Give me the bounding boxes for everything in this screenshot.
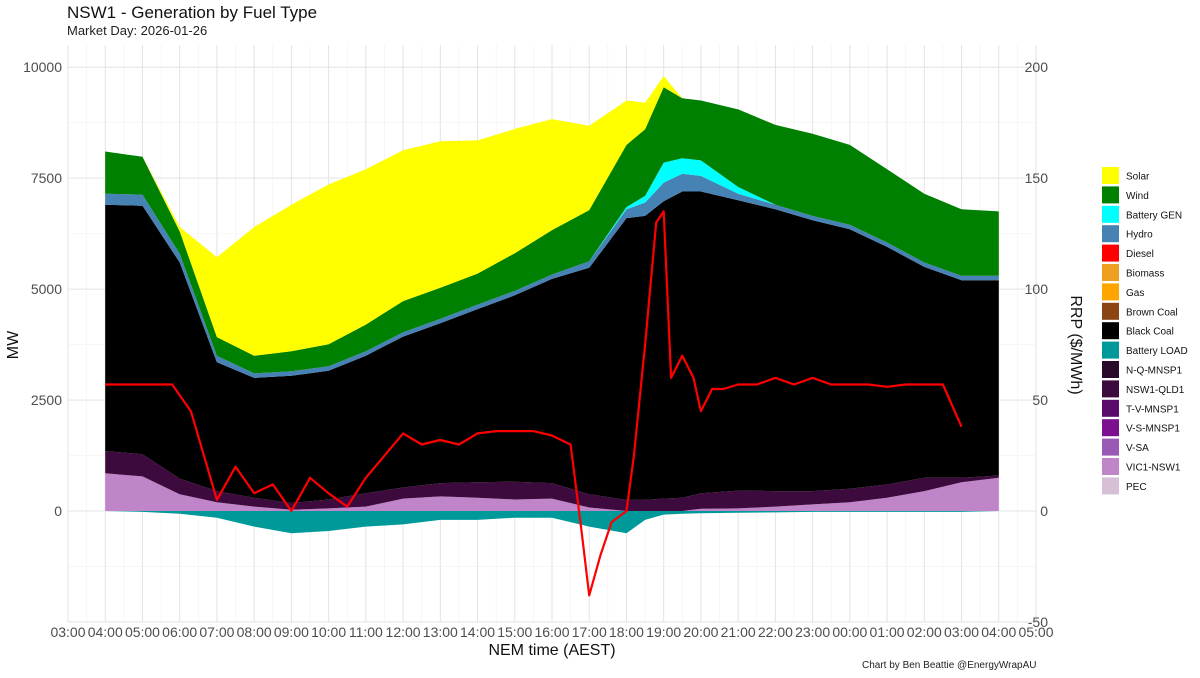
legend-label: N-Q-MNSP1: [1126, 366, 1183, 377]
x-tick-label: 22:00: [758, 624, 793, 640]
legend-swatch: [1102, 361, 1119, 378]
legend-label: Brown Coal: [1126, 307, 1178, 318]
rrp-line-group: [105, 210, 963, 597]
area-solar: [105, 76, 999, 356]
y2-tick-label: 50: [1032, 392, 1048, 408]
x-tick-label: 18:00: [609, 624, 644, 640]
legend-label: PEC: [1126, 482, 1147, 493]
legend-label: Hydro: [1126, 230, 1153, 241]
x-tick-labels: 03:00 04:00 05:00 06:00 07:00 08:00 09:00 10:00…: [50, 624, 1053, 640]
x-tick-label: 13:00: [423, 624, 458, 640]
legend-label: Biomass: [1126, 269, 1164, 280]
y2-tick-label: 150: [1025, 170, 1049, 186]
y2-axis-title: RRP ($/MWh): [1067, 295, 1084, 394]
legend-swatch: [1102, 322, 1119, 340]
x-tick-label: 11:00: [349, 624, 383, 640]
x-axis-title: NEM time (AEST): [488, 642, 615, 659]
legend-label: Wind: [1126, 191, 1149, 202]
x-tick-label: 00:00: [832, 624, 867, 640]
legend-label: NSW1-QLD1: [1126, 385, 1185, 396]
y-tick-label: 2500: [31, 392, 62, 408]
x-tick-label: 03:00: [944, 624, 979, 640]
y2-tick-labels: -50 0 50 100 150 200: [1025, 59, 1049, 630]
chart-caption: Chart by Ben Beattie @EnergyWrapAU: [862, 660, 1037, 671]
x-tick-label: 12:00: [386, 624, 421, 640]
legend-swatch: [1102, 458, 1119, 475]
legend-label: V-S-MNSP1: [1126, 424, 1180, 435]
stacked-areas: [105, 76, 999, 534]
legend-label: Diesel: [1126, 249, 1154, 260]
legend-swatch: [1102, 244, 1119, 262]
legend: Solar Wind Battery GEN Hydro Diesel Biomass Ga…: [1102, 167, 1188, 495]
legend-swatch: [1102, 341, 1119, 359]
x-tick-label: 06:00: [162, 624, 197, 640]
x-tick-label: 05:00: [125, 624, 160, 640]
legend-label: V-SA: [1126, 443, 1149, 454]
legend-swatch: [1102, 205, 1119, 223]
x-tick-label: 04:00: [88, 624, 123, 640]
x-tick-label: 10:00: [311, 624, 346, 640]
legend-swatch: [1102, 225, 1119, 243]
legend-label: Black Coal: [1126, 327, 1174, 338]
area-hydro: [105, 173, 999, 378]
area-nsw1-qld1: [105, 451, 999, 511]
x-tick-label: 23:00: [795, 624, 830, 640]
chart-title: NSW1 - Generation by Fuel Type: [67, 3, 318, 22]
legend-label: Solar: [1126, 172, 1150, 183]
chart-subtitle: Market Day: 2026-01-26: [67, 23, 208, 38]
x-tick-label: 09:00: [274, 624, 309, 640]
legend-swatch: [1102, 477, 1119, 495]
x-tick-label: 03:00: [50, 624, 85, 640]
x-tick-label: 21:00: [721, 624, 756, 640]
legend-swatch: [1102, 283, 1119, 301]
legend-swatch: [1102, 167, 1119, 184]
y-axis-title: MW: [5, 330, 22, 359]
x-tick-label: 01:00: [870, 624, 905, 640]
legend-swatch: [1102, 264, 1119, 281]
x-tick-label: 05:00: [1018, 624, 1053, 640]
y-tick-label: 10000: [23, 59, 62, 75]
x-tick-label: 17:00: [572, 624, 607, 640]
x-tick-label: 20:00: [683, 624, 718, 640]
x-tick-label: 02:00: [907, 624, 942, 640]
x-tick-label: 07:00: [199, 624, 234, 640]
legend-label: Battery LOAD: [1126, 346, 1188, 357]
y2-tick-label: 100: [1025, 281, 1049, 297]
y-tick-label: 5000: [31, 281, 62, 297]
legend-label: VIC1-NSW1: [1126, 463, 1181, 474]
y2-tick-label: 200: [1025, 59, 1049, 75]
legend-swatch: [1102, 419, 1119, 437]
legend-swatch: [1102, 380, 1119, 398]
x-tick-label: 19:00: [646, 624, 681, 640]
y-tick-label: 0: [54, 503, 62, 519]
x-tick-label: 08:00: [237, 624, 272, 640]
x-tick-label: 16:00: [534, 624, 569, 640]
y-tick-label: 7500: [31, 170, 62, 186]
legend-label: T-V-MNSP1: [1126, 404, 1179, 415]
legend-swatch: [1102, 438, 1119, 456]
x-tick-label: 15:00: [497, 624, 532, 640]
rrp-line: [105, 210, 963, 597]
y-tick-labels: 0 2500 5000 7500 10000: [23, 59, 62, 519]
legend-label: Battery GEN: [1126, 210, 1182, 221]
y2-tick-label: -50: [1028, 614, 1048, 630]
area-black-coal: [105, 191, 999, 503]
legend-swatch: [1102, 302, 1119, 320]
area-vic1-nsw1: [105, 473, 999, 511]
area-battery-load: [105, 511, 999, 534]
x-tick-label: 14:00: [460, 624, 495, 640]
y2-tick-label: 0: [1040, 503, 1048, 519]
x-tick-label: 04:00: [981, 624, 1016, 640]
legend-swatch: [1102, 399, 1119, 417]
legend-swatch: [1102, 186, 1119, 204]
legend-label: Gas: [1126, 288, 1144, 299]
area-wind: [105, 87, 999, 374]
